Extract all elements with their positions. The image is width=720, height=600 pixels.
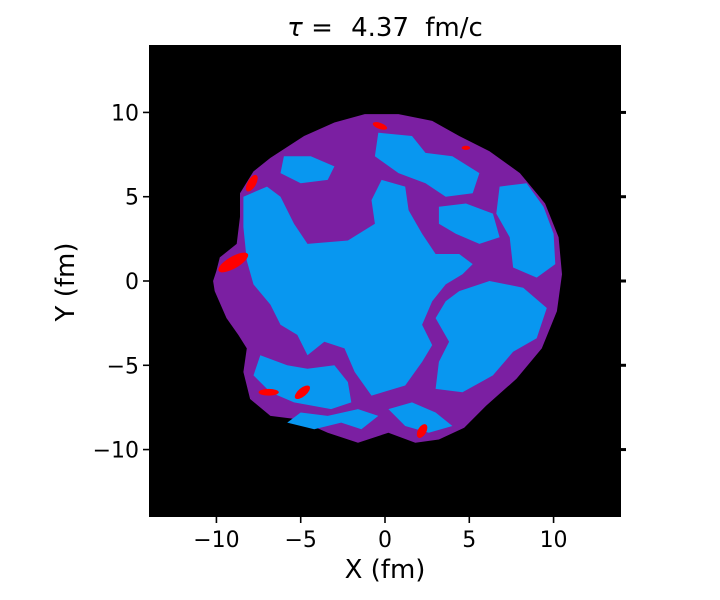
title-value: 4.37	[351, 13, 409, 43]
hot-spot-2	[372, 122, 388, 130]
title-prefix: τ =	[287, 13, 333, 43]
plot-area	[149, 45, 621, 517]
inner-region-4	[496, 183, 556, 278]
regions-layer	[213, 114, 562, 443]
hot-spot-3	[461, 145, 471, 150]
inner-region-8	[388, 402, 453, 433]
y-tick-label: −10	[93, 439, 139, 464]
hot-spot-1	[218, 252, 249, 273]
y-axis-ticks: −10 −5 0 5 10	[93, 101, 626, 464]
inner-region-1	[243, 179, 473, 396]
y-tick-label: 10	[111, 101, 139, 126]
y-tick-label: −5	[107, 354, 139, 379]
y-tick-label: 0	[125, 270, 139, 295]
x-tick-label: 5	[462, 528, 476, 553]
inner-region-0	[280, 156, 335, 184]
chart-title: τ = 4.37 fm/c	[287, 13, 483, 43]
inner-region-5	[435, 281, 547, 393]
inner-region-7	[287, 409, 379, 430]
x-axis-ticks: −10 −5 0 5 10	[193, 517, 568, 553]
y-axis-label: Y (fm)	[51, 243, 81, 323]
hot-spot-0	[245, 174, 258, 192]
hot-spot-6	[416, 424, 428, 438]
x-tick-label: −5	[284, 528, 316, 553]
y-tick-label: 5	[125, 186, 139, 211]
inner-region-2	[374, 132, 480, 197]
inner-region-3	[438, 203, 500, 244]
hot-spot-5	[294, 385, 311, 400]
title-unit: fm/c	[425, 13, 483, 43]
x-axis-label: X (fm)	[345, 555, 426, 585]
x-tick-label: −10	[193, 528, 239, 553]
x-tick-label: 0	[378, 528, 392, 553]
x-tick-label: 10	[540, 528, 568, 553]
inner-region-6	[253, 355, 352, 410]
hot-spot-4	[258, 388, 279, 396]
